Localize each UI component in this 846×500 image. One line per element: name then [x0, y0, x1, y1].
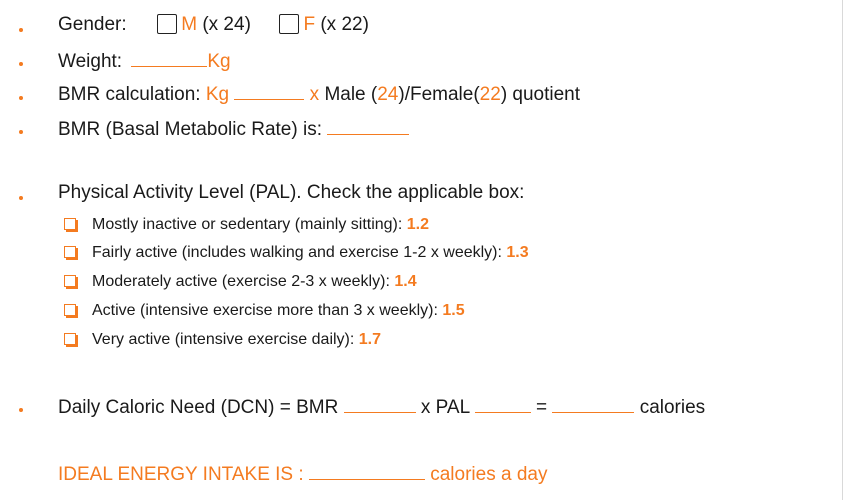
- pal-option-value: 1.5: [442, 302, 465, 319]
- bullet: [19, 408, 23, 412]
- checkbox-icon[interactable]: [64, 333, 76, 345]
- pal-option[interactable]: Fairly active (includes walking and exer…: [64, 243, 529, 263]
- checkbox-icon[interactable]: [64, 218, 76, 230]
- female-letter: F: [303, 14, 316, 35]
- pal-option-text: Moderately active (exercise 2-3 x weekly…: [92, 273, 390, 290]
- weight-unit: Kg: [207, 51, 231, 72]
- bmr-calc-female: )/Female(: [398, 84, 480, 105]
- bullet: [19, 196, 23, 200]
- pal-option[interactable]: Very active (intensive exercise daily): …: [64, 330, 381, 350]
- ideal-blank[interactable]: [308, 461, 425, 480]
- pal-option-text: Very active (intensive exercise daily):: [92, 331, 355, 348]
- dcn-label: Daily Caloric Need (DCN) = BMR: [58, 397, 339, 418]
- bmr-calc-blank[interactable]: [234, 81, 305, 100]
- checkbox-icon[interactable]: [64, 275, 76, 287]
- bmr-calc-label: BMR calculation:: [58, 84, 201, 105]
- bullet: [19, 96, 23, 100]
- dcn-unit: calories: [639, 397, 706, 418]
- female-factor: (x 22): [320, 14, 369, 35]
- pal-option-text: Active (intensive exercise more than 3 x…: [92, 302, 438, 319]
- checkbox-icon[interactable]: [64, 246, 76, 258]
- bmr-result-row: BMR (Basal Metabolic Rate) is:: [58, 116, 410, 142]
- bmr-calc-row: BMR calculation: Kg x Male (24)/Female(2…: [58, 81, 580, 107]
- weight-label: Weight:: [58, 51, 123, 72]
- pal-option-text: Fairly active (includes walking and exer…: [92, 244, 502, 261]
- bullet: [19, 130, 23, 134]
- gender-row: Gender: M (x 24) F (x 22): [58, 13, 369, 37]
- bmr-calc-times: x: [309, 84, 320, 105]
- pal-option-value: 1.2: [406, 216, 430, 233]
- right-border: [842, 0, 843, 500]
- male-letter: M: [181, 14, 198, 35]
- pal-option[interactable]: Mostly inactive or sedentary (mainly sit…: [64, 215, 429, 235]
- female-checkbox[interactable]: [279, 14, 300, 34]
- bmr-calc-unit: Kg: [205, 84, 230, 105]
- dcn-equals: =: [536, 397, 548, 418]
- pal-option-text: Mostly inactive or sedentary (mainly sit…: [92, 216, 403, 233]
- bmr-calc-male-num: 24: [377, 84, 399, 105]
- dcn-times: x PAL: [420, 397, 470, 418]
- dcn-pal-blank[interactable]: [474, 394, 531, 413]
- weight-blank[interactable]: [131, 48, 208, 67]
- ideal-unit: calories a day: [430, 464, 548, 485]
- bullet: [19, 62, 23, 66]
- checkbox-icon[interactable]: [64, 304, 76, 316]
- pal-heading: Physical Activity Level (PAL). Check the…: [58, 182, 525, 203]
- male-factor: (x 24): [202, 14, 251, 35]
- ideal-row: IDEAL ENERGY INTAKE IS : calories a day: [58, 461, 547, 486]
- bmr-result-label: BMR (Basal Metabolic Rate) is:: [58, 119, 322, 140]
- pal-option-value: 1.4: [394, 273, 417, 290]
- bullet: [19, 28, 23, 32]
- dcn-bmr-blank[interactable]: [343, 394, 416, 413]
- dcn-result-blank[interactable]: [552, 394, 635, 413]
- pal-option-value: 1.3: [506, 244, 529, 261]
- dcn-row: Daily Caloric Need (DCN) = BMR x PAL = c…: [58, 394, 705, 420]
- gender-label: Gender:: [58, 14, 127, 35]
- bmr-result-blank[interactable]: [327, 116, 410, 135]
- pal-option[interactable]: Active (intensive exercise more than 3 x…: [64, 301, 465, 321]
- bmr-calc-end: ) quotient: [500, 84, 581, 105]
- weight-row: Weight: Kg: [58, 48, 231, 74]
- bmr-calc-male: Male (: [324, 84, 378, 105]
- bmr-calc-female-num: 22: [479, 84, 501, 105]
- pal-option[interactable]: Moderately active (exercise 2-3 x weekly…: [64, 272, 417, 292]
- pal-option-value: 1.7: [358, 331, 382, 348]
- ideal-label: IDEAL ENERGY INTAKE IS :: [58, 464, 304, 485]
- male-checkbox[interactable]: [157, 14, 178, 34]
